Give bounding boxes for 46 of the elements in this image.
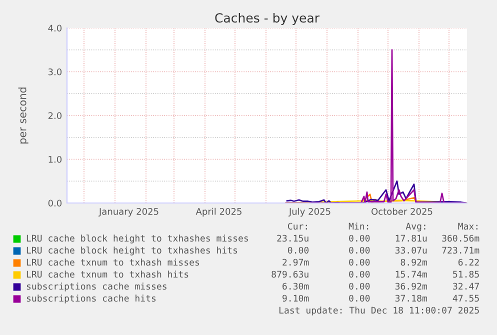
text: Min:	[348, 222, 368, 230]
text: 2.97m	[282, 258, 309, 266]
text: 23.15u	[277, 234, 308, 242]
text: Max:	[458, 222, 478, 230]
x-tick-label: January 2025	[98, 208, 158, 217]
text: 51.85	[453, 270, 479, 278]
y-tick-label: 4.0	[48, 24, 62, 32]
y-tick-label: 1.0	[48, 156, 62, 163]
text: 32.47	[453, 282, 479, 290]
legend-label: subscriptions cache hits	[26, 294, 156, 304]
text: 6.22	[458, 258, 479, 266]
text: 17.81u	[396, 234, 427, 242]
legend-label: LRU cache txnum to txhash hits	[26, 270, 188, 278]
text: 37.18m	[395, 294, 427, 302]
legend-label: subscriptions cache misses	[26, 282, 166, 292]
y-axis-title: per second	[18, 88, 28, 144]
text: 47.55	[452, 294, 479, 302]
legend-label: LRU cache block height to txhashes hits	[26, 246, 238, 256]
x-tick-label: April 2025	[196, 208, 242, 217]
x-tick-label: July 2025	[288, 208, 330, 217]
y-tick-label: 3.0	[48, 68, 62, 76]
text: 0.00	[349, 282, 370, 290]
legend-label: LRU cache txnum to txhash misses	[26, 258, 200, 266]
text: 0.00	[349, 294, 370, 302]
text: 0.00	[349, 258, 370, 266]
legend-label: LRU cache block height to txhashes misses	[26, 234, 248, 244]
text: 8.92m	[400, 258, 427, 266]
text: 0.00	[288, 246, 309, 254]
y-tick-label: 0.0	[48, 200, 62, 207]
x-tick-label: October 2025	[372, 208, 432, 215]
text: 33.07u	[395, 246, 427, 254]
text: 36.92m	[395, 282, 427, 290]
text: Cur:	[288, 222, 307, 230]
text: 6.30m	[282, 282, 309, 290]
text: 0.00	[349, 234, 370, 242]
chart-title: Caches - by year	[215, 12, 320, 26]
text: Avg:	[406, 222, 426, 232]
text: 0.00	[349, 246, 370, 254]
text: 9.10m	[282, 294, 309, 302]
text: 0.00	[349, 270, 370, 278]
text: 15.74m	[396, 270, 427, 278]
text: Last update: Thu Dec 18 11:00:07 2025	[279, 306, 479, 316]
y-tick-label: 2.0	[48, 112, 62, 120]
text: 879.63u	[272, 270, 308, 278]
text: 723.71m	[442, 246, 480, 254]
text: 360.56m	[442, 234, 480, 242]
